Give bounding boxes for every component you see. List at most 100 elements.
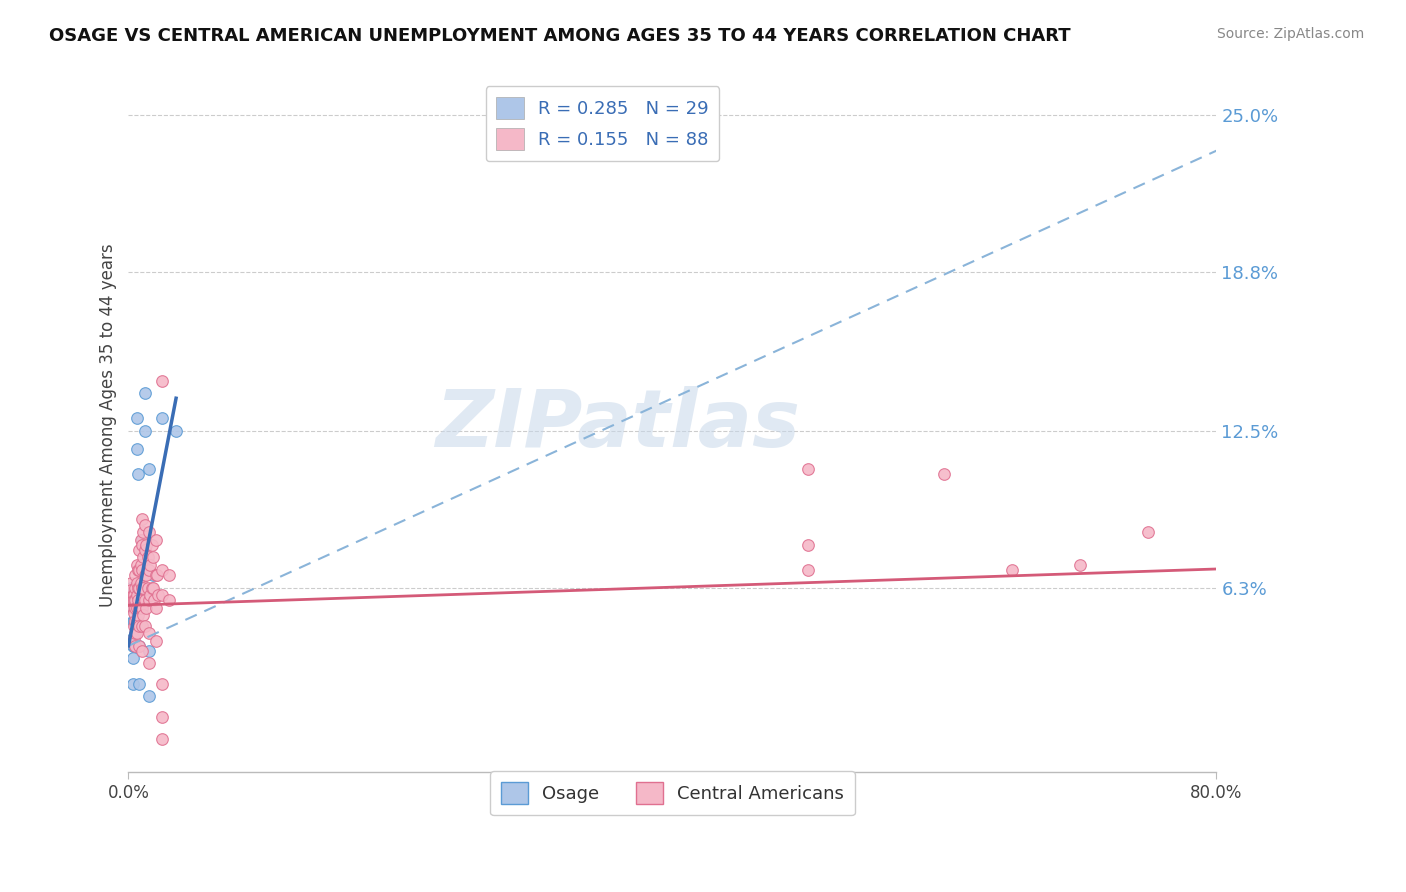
Point [136, 581, 159, 595]
Point [129, 558, 152, 572]
Point [124, 639, 146, 653]
Point [152, 411, 174, 425]
Point [131, 618, 153, 632]
Point [121, 593, 143, 607]
Point [129, 575, 152, 590]
Text: Source: ZipAtlas.com: Source: ZipAtlas.com [1216, 27, 1364, 41]
Point [134, 568, 156, 582]
Point [122, 614, 145, 628]
Point [124, 626, 146, 640]
Point [134, 618, 156, 632]
Point [128, 593, 150, 607]
Point [120, 581, 142, 595]
Point [138, 525, 160, 540]
Point [145, 600, 167, 615]
Point [138, 657, 160, 671]
Point [128, 563, 150, 577]
Point [135, 568, 157, 582]
Legend: Osage, Central Americans: Osage, Central Americans [491, 772, 855, 815]
Point [120, 588, 142, 602]
Point [127, 581, 149, 595]
Point [138, 644, 160, 658]
Point [134, 593, 156, 607]
Point [121, 588, 143, 602]
Point [122, 588, 145, 602]
Point [165, 424, 187, 438]
Text: ZIPatlas: ZIPatlas [436, 385, 800, 464]
Point [138, 462, 160, 476]
Point [121, 676, 143, 690]
Point [142, 568, 165, 582]
Point [157, 593, 180, 607]
Point [128, 639, 150, 653]
Point [934, 467, 956, 481]
Point [1137, 525, 1160, 540]
Point [129, 533, 152, 547]
Point [125, 626, 148, 640]
Point [131, 533, 153, 547]
Point [143, 593, 166, 607]
Point [124, 600, 146, 615]
Point [128, 600, 150, 615]
Point [131, 583, 153, 598]
Y-axis label: Unemployment Among Ages 35 to 44 years: Unemployment Among Ages 35 to 44 years [100, 243, 117, 607]
Point [135, 538, 157, 552]
Point [125, 411, 148, 425]
Point [132, 608, 155, 623]
Point [152, 374, 174, 388]
Point [121, 600, 143, 615]
Point [125, 614, 148, 628]
Point [131, 581, 153, 595]
Point [797, 462, 820, 476]
Point [127, 467, 149, 481]
Point [152, 588, 174, 602]
Point [138, 690, 160, 704]
Point [141, 581, 163, 595]
Point [128, 639, 150, 653]
Point [131, 618, 153, 632]
Point [124, 581, 146, 595]
Point [797, 563, 820, 577]
Point [134, 517, 156, 532]
Point [138, 593, 160, 607]
Point [1069, 558, 1091, 572]
Point [142, 550, 165, 565]
Point [125, 600, 148, 615]
Point [138, 588, 160, 602]
Point [127, 563, 149, 577]
Point [121, 631, 143, 645]
Point [124, 593, 146, 607]
Point [145, 533, 167, 547]
Point [141, 538, 163, 552]
Point [152, 732, 174, 747]
Text: OSAGE VS CENTRAL AMERICAN UNEMPLOYMENT AMONG AGES 35 TO 44 YEARS CORRELATION CHA: OSAGE VS CENTRAL AMERICAN UNEMPLOYMENT A… [49, 27, 1071, 45]
Point [139, 588, 162, 602]
Point [135, 600, 157, 615]
Point [128, 542, 150, 557]
Point [152, 563, 174, 577]
Point [124, 568, 146, 582]
Point [124, 614, 146, 628]
Point [134, 424, 156, 438]
Point [148, 588, 170, 602]
Point [121, 651, 143, 665]
Point [125, 575, 148, 590]
Point [129, 600, 152, 615]
Point [131, 512, 153, 526]
Point [139, 558, 162, 572]
Point [134, 386, 156, 401]
Point [138, 563, 160, 577]
Point [145, 633, 167, 648]
Point [127, 608, 149, 623]
Point [122, 581, 145, 595]
Point [125, 442, 148, 456]
Point [136, 550, 159, 565]
Point [142, 581, 165, 595]
Point [122, 606, 145, 620]
Point [134, 542, 156, 557]
Point [121, 639, 143, 653]
Point [125, 588, 148, 602]
Point [122, 631, 145, 645]
Point [131, 600, 153, 615]
Point [157, 568, 180, 582]
